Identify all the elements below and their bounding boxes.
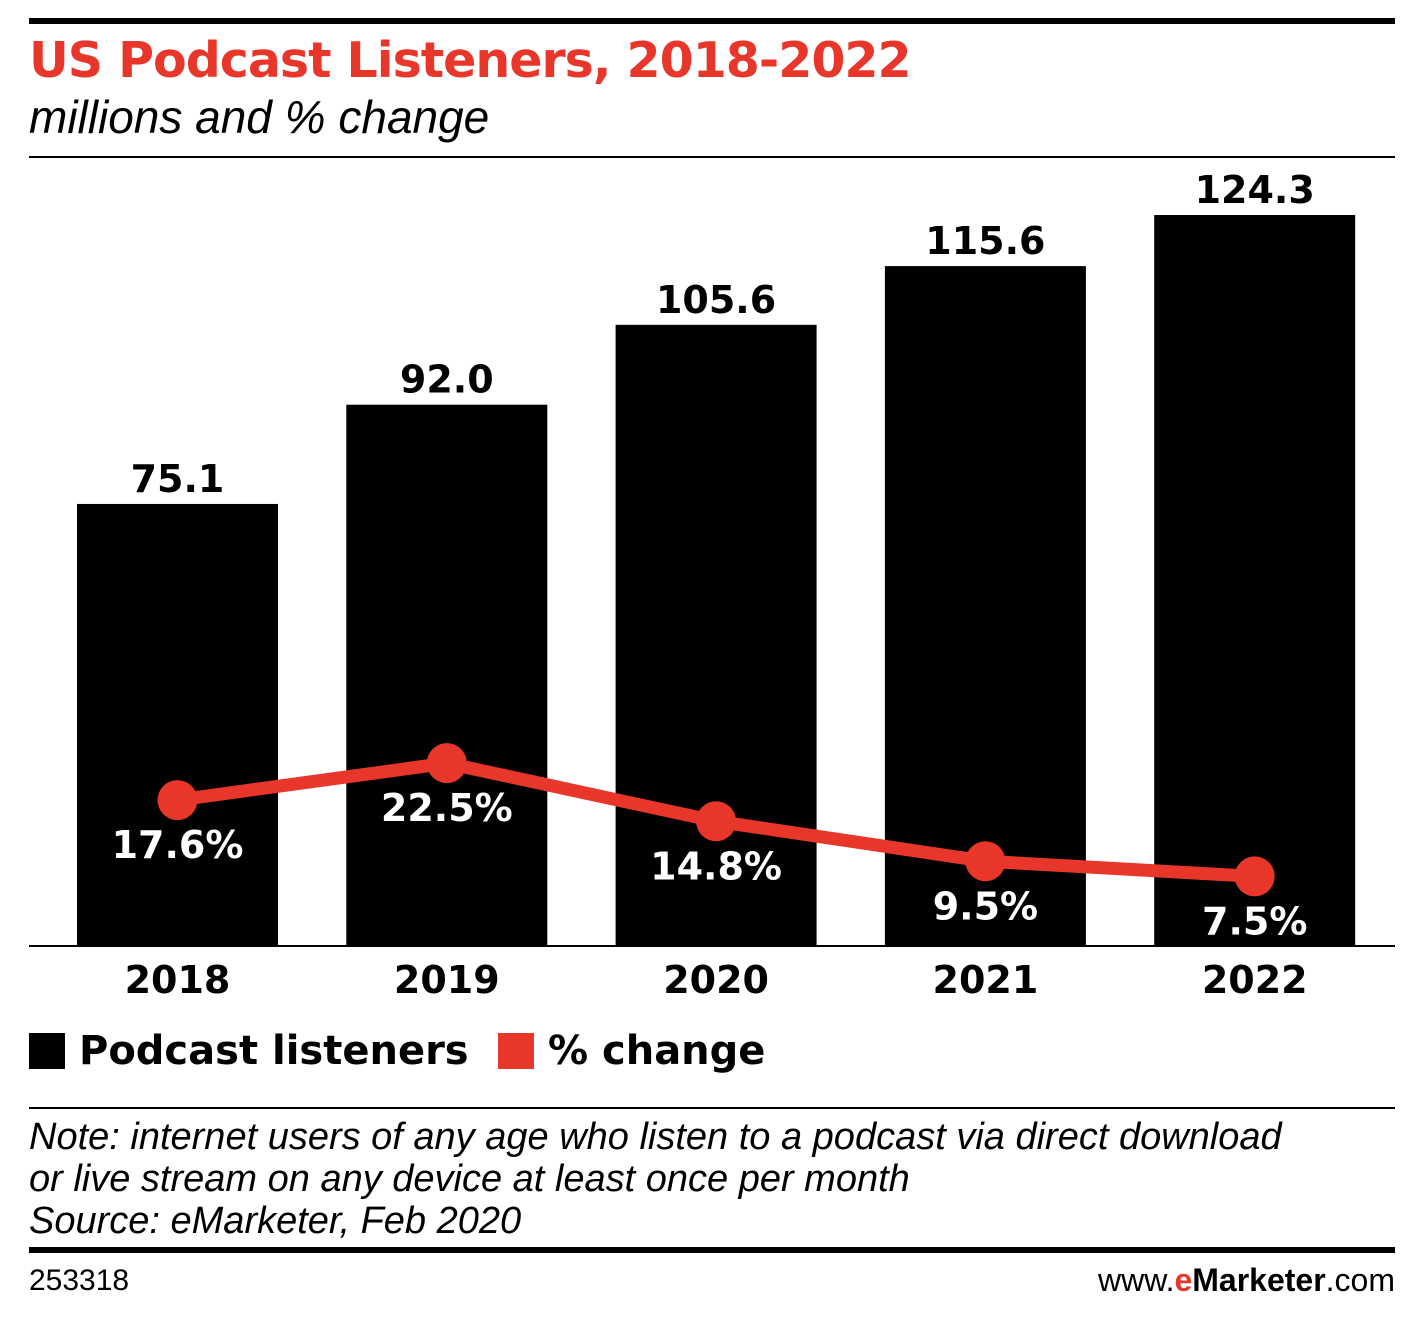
chart-title: US Podcast Listeners, 2018-2022 xyxy=(29,32,912,89)
bar-value-label: 124.3 xyxy=(1195,168,1315,212)
logo-prefix: www. xyxy=(1098,1262,1175,1298)
percent-change-point xyxy=(426,743,467,784)
note-line: or live stream on any device at least on… xyxy=(29,1158,910,1200)
x-tick-label: 2019 xyxy=(394,958,500,1002)
logo-suffix: .com xyxy=(1325,1262,1395,1298)
bar-2019 xyxy=(346,404,548,945)
chart-subtitle: millions and % change xyxy=(29,91,490,143)
percent-change-point xyxy=(965,841,1006,882)
percent-change-point xyxy=(157,780,198,821)
legend-item-podcast-listeners: Podcast listeners xyxy=(29,1028,469,1074)
top-rule xyxy=(29,18,1395,24)
logo-brand: Marketer xyxy=(1192,1262,1326,1298)
bar-value-label: 75.1 xyxy=(131,457,225,501)
legend-item-percent-change: % change xyxy=(498,1028,765,1074)
percent-change-label: 14.8% xyxy=(650,844,782,888)
logo-e: e xyxy=(1174,1262,1193,1298)
legend-swatch-red xyxy=(498,1033,534,1069)
bar-value-label: 105.6 xyxy=(656,278,776,322)
title-divider xyxy=(29,156,1395,158)
note-line: Note: internet users of any age who list… xyxy=(29,1116,1282,1158)
x-tick-label: 2018 xyxy=(125,958,231,1002)
chart-area: 75.1 2018 92.0 2019 105.6 2020 115.6 2021 124.3 2… xyxy=(29,168,1395,1002)
notes: Note: internet users of any age who list… xyxy=(29,1116,1282,1242)
percent-change-label: 22.5% xyxy=(381,786,513,830)
percent-change-label: 9.5% xyxy=(933,884,1038,928)
x-tick-label: 2021 xyxy=(933,958,1039,1002)
emarketer-logo: www.eMarketer.com xyxy=(1098,1262,1395,1299)
percent-change-label: 7.5% xyxy=(1202,899,1307,943)
x-axis-line xyxy=(29,945,1395,947)
bar-2021 xyxy=(884,266,1086,945)
legend-swatch-black xyxy=(29,1033,65,1069)
x-tick-label: 2020 xyxy=(663,958,769,1002)
bar-value-label: 115.6 xyxy=(925,219,1045,263)
x-tick-label: 2022 xyxy=(1202,958,1308,1002)
legend-label: Podcast listeners xyxy=(79,1028,469,1074)
percent-change-label: 17.6% xyxy=(112,823,244,867)
bar-2018 xyxy=(77,503,278,945)
source-line: Source: eMarketer, Feb 2020 xyxy=(29,1200,522,1242)
legend-label: % change xyxy=(548,1028,766,1074)
bar-2022 xyxy=(1154,215,1356,945)
percent-change-point xyxy=(696,801,737,842)
bar-2020 xyxy=(615,324,817,945)
footer-rule xyxy=(29,1247,1395,1253)
chart-id: 253318 xyxy=(29,1264,130,1297)
percent-change-point xyxy=(1234,856,1275,897)
bar-value-label: 92.0 xyxy=(400,358,494,402)
notes-divider xyxy=(29,1107,1395,1109)
